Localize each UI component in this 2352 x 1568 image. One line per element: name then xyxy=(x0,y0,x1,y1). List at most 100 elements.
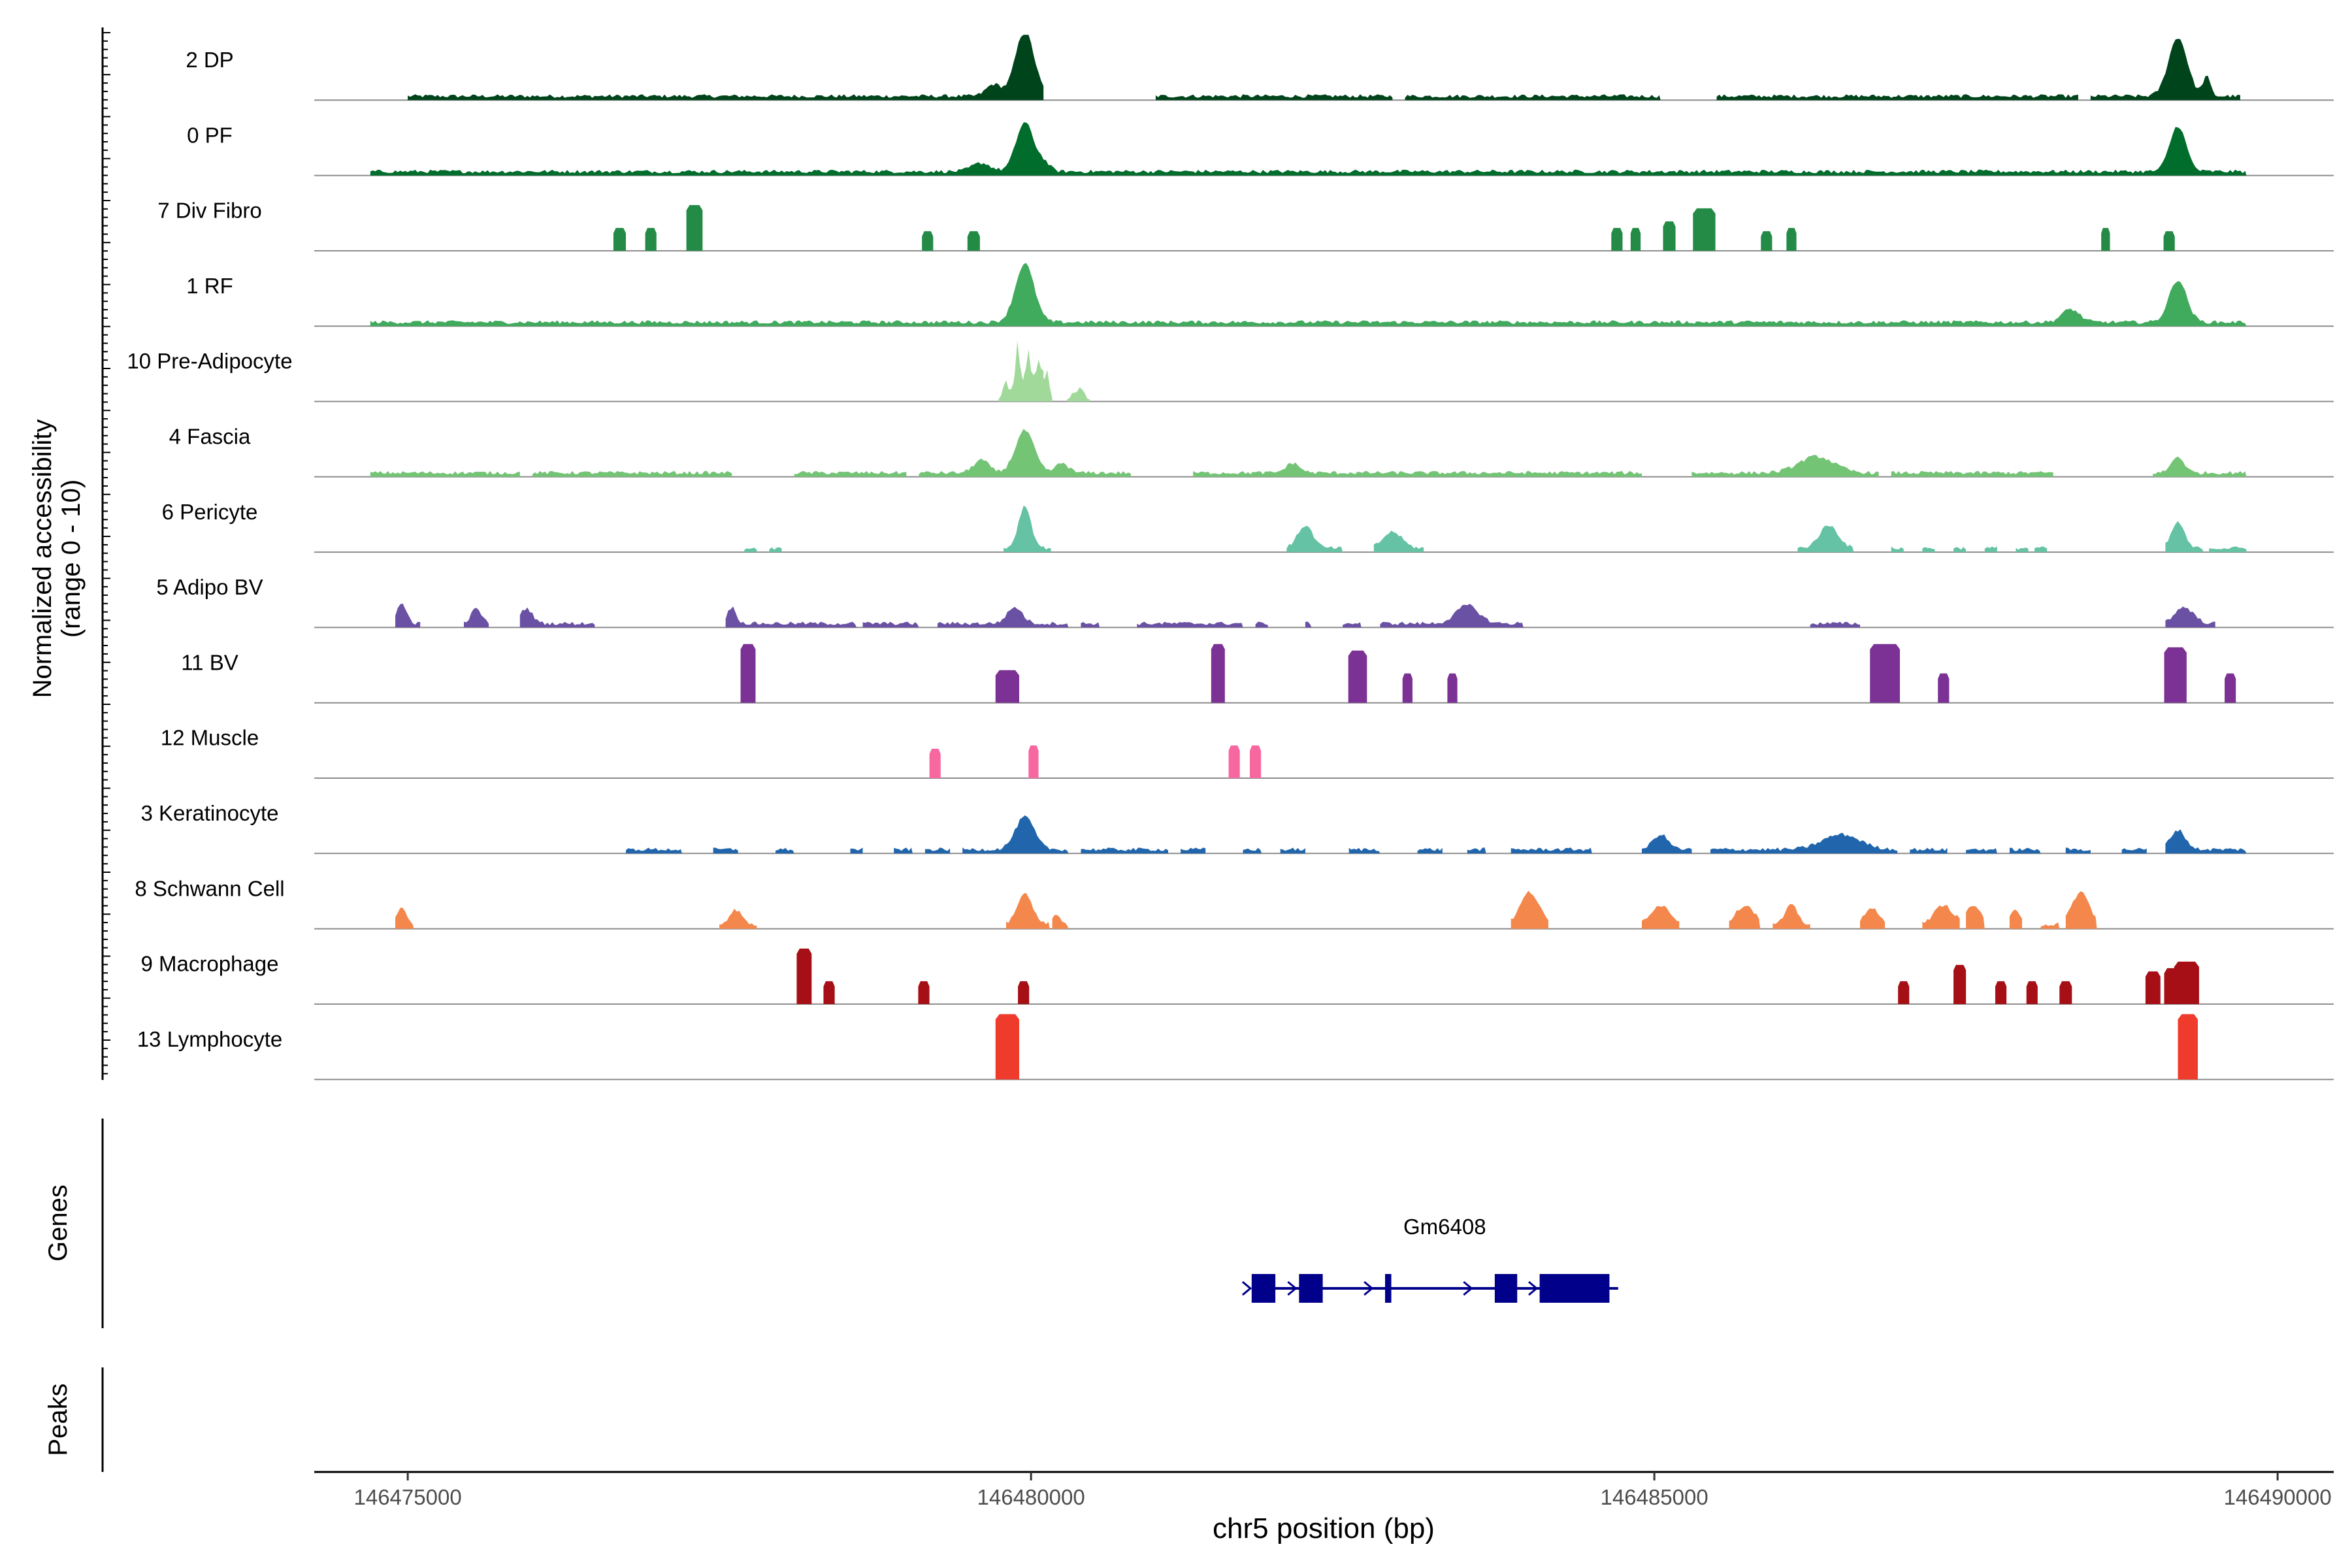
signal-area xyxy=(725,606,857,628)
genes-panel-title: Genes xyxy=(44,1184,73,1262)
signal-block xyxy=(1611,227,1623,251)
track-label: 6 Pericyte xyxy=(162,500,258,524)
track-9-macrophage: 9 Macrophage xyxy=(141,948,2334,1005)
track-label: 2 DP xyxy=(186,48,233,72)
track-13-lymphocyte: 13 Lymphocyte xyxy=(137,1014,2334,1081)
signal-block xyxy=(613,227,627,251)
signal-block xyxy=(1348,650,1367,703)
signal-area xyxy=(1081,847,1168,854)
signal-block xyxy=(2163,231,2175,251)
signal-area xyxy=(1380,604,1524,628)
signal-area xyxy=(2209,546,2247,553)
signal-area xyxy=(1052,915,1069,929)
signal-area xyxy=(894,847,913,854)
signal-area xyxy=(1012,340,1025,402)
track-1-rf: 1 RF xyxy=(186,263,2334,327)
signal-area xyxy=(2065,891,2097,929)
track-label: 4 Fascia xyxy=(169,425,251,449)
track-label: 9 Macrophage xyxy=(141,952,279,976)
signal-area xyxy=(519,607,595,628)
track-label: 10 Pre-Adipocyte xyxy=(127,349,292,373)
signal-area xyxy=(1772,904,1810,929)
signal-block xyxy=(1402,673,1413,703)
signal-area xyxy=(1910,847,1948,854)
signal-area xyxy=(1511,847,1592,854)
signal-block xyxy=(740,644,756,703)
signal-block xyxy=(2101,227,2110,251)
gene-exon xyxy=(1384,1274,1392,1303)
signal-area xyxy=(370,122,2247,176)
track-label: 12 Muscle xyxy=(161,726,259,750)
signal-block xyxy=(1953,964,1967,1004)
signal-block xyxy=(1249,745,1262,778)
signal-area xyxy=(794,470,907,477)
signal-area xyxy=(2090,39,2240,101)
signal-area xyxy=(1953,547,1967,553)
y-axis-ticks xyxy=(103,32,110,1075)
signal-area xyxy=(1691,455,1879,477)
signal-block xyxy=(1898,981,1910,1004)
signal-area xyxy=(1417,847,1443,854)
signal-area xyxy=(1193,462,1642,477)
signal-area xyxy=(2165,829,2247,854)
signal-area xyxy=(1039,368,1053,402)
track-label: 8 Schwann Cell xyxy=(135,876,284,900)
signal-area xyxy=(1137,621,1243,628)
signal-area xyxy=(395,907,414,929)
signal-block xyxy=(1018,981,1030,1004)
signal-area xyxy=(1891,546,1904,553)
signal-block xyxy=(2026,981,2038,1004)
track-5-adipo-bv: 5 Adipo BV xyxy=(156,575,2334,629)
signal-area xyxy=(1891,470,2053,477)
y-axis-title-line1: Normalized accessibility xyxy=(28,419,57,698)
gene-exon xyxy=(1494,1274,1518,1303)
track-6-pericyte: 6 Pericyte xyxy=(162,500,2334,553)
signal-area xyxy=(919,429,1131,477)
signal-area xyxy=(998,380,1014,402)
signal-block xyxy=(995,670,1019,703)
signal-area xyxy=(713,847,738,854)
signal-area xyxy=(1966,848,1997,854)
signal-area xyxy=(1642,834,1692,854)
signal-block xyxy=(1938,673,1950,703)
signal-area xyxy=(850,847,863,854)
signal-block xyxy=(2174,961,2199,1004)
track-11-bv: 11 BV xyxy=(181,644,2334,704)
signal-area xyxy=(2009,909,2022,929)
x-axis: 146475000 146480000 146485000 146490000 xyxy=(314,1471,2334,1509)
signal-area xyxy=(370,263,2247,327)
signal-area xyxy=(2153,456,2247,477)
signal-block xyxy=(2164,647,2187,703)
track-12-muscle: 12 Muscle xyxy=(161,726,2334,779)
signal-block xyxy=(995,1014,1019,1080)
signal-area xyxy=(1467,847,1486,854)
signal-area xyxy=(626,847,682,854)
gene-exon xyxy=(1539,1274,1610,1303)
signal-block xyxy=(2178,1014,2198,1080)
signal-area xyxy=(1966,906,1985,929)
strand-arrow xyxy=(1364,1281,1374,1296)
signal-area xyxy=(744,547,757,553)
signal-area xyxy=(776,847,794,854)
signal-block xyxy=(1211,644,1225,703)
signal-block xyxy=(929,749,941,778)
gene-exon xyxy=(1251,1274,1276,1303)
signal-block xyxy=(918,981,930,1004)
signal-area xyxy=(862,621,919,628)
strand-arrow xyxy=(1287,1281,1298,1296)
gene-model: Gm6408 xyxy=(1241,1215,1618,1303)
signal-area xyxy=(464,608,489,628)
signal-block xyxy=(1786,227,1797,251)
signal-area xyxy=(1729,906,1761,929)
track-label: 0 PF xyxy=(187,123,233,147)
signal-area xyxy=(1181,847,1206,854)
signal-area xyxy=(924,847,951,854)
signal-block xyxy=(922,231,934,251)
accessibility-tracks: 2 DP 0 PF 7 Div Fibro 1 RF 10 Pre-Adipocyte 4… xyxy=(127,35,2334,1081)
signal-block xyxy=(2059,981,2072,1004)
signal-area xyxy=(769,547,782,553)
signal-area xyxy=(1511,890,1548,929)
track-3-keratinocyte: 3 Keratinocyte xyxy=(141,801,2334,855)
signal-block xyxy=(1447,673,1458,703)
